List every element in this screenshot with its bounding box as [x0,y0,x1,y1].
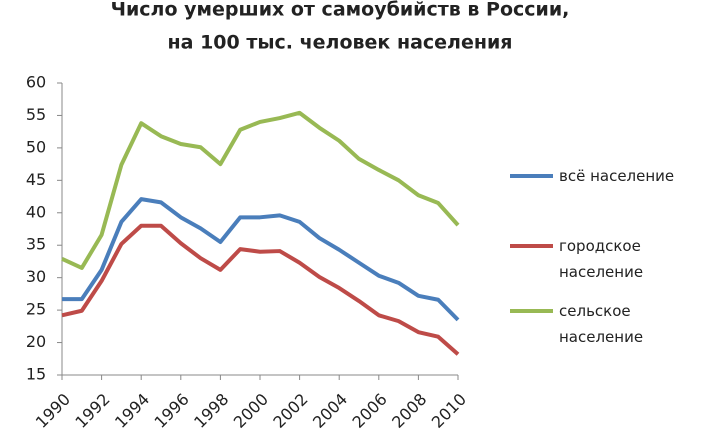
x-tick-label: 2004 [309,390,351,430]
y-tick-label: 20 [26,332,46,351]
x-tick-label: 1990 [32,390,74,430]
x-tick-label: 2010 [428,390,470,430]
x-tick-label: 2000 [230,390,272,430]
chart-title: Число умерших от самоубийств в России, [111,0,570,21]
series-line [61,223,460,356]
x-tick-label: 2008 [388,390,430,430]
y-tick-label: 55 [26,105,46,124]
chart-subtitle: на 100 тыс. человек населения [168,32,513,54]
x-tick-label: 1998 [190,390,232,430]
legend-label: всё население [559,167,675,185]
x-tick-label: 1992 [71,390,113,430]
y-tick-label: 15 [26,365,46,384]
x-tick-label: 2002 [269,390,311,430]
legend-label: городское население [559,237,644,281]
x-tick-label: 1996 [151,390,193,430]
y-tick-label: 35 [26,235,46,254]
series-line [61,110,460,270]
legend-label: сельское население [559,302,644,346]
y-tick-label: 25 [26,300,46,319]
y-tick-label: 50 [26,137,46,156]
series-line [62,197,460,322]
x-tick-label: 2006 [349,390,391,430]
x-tick-label: 1994 [111,390,153,430]
y-tick-label: 60 [26,73,46,92]
y-tick-label: 30 [26,267,46,286]
y-tick-label: 45 [26,170,46,189]
y-tick-label: 40 [26,202,46,221]
